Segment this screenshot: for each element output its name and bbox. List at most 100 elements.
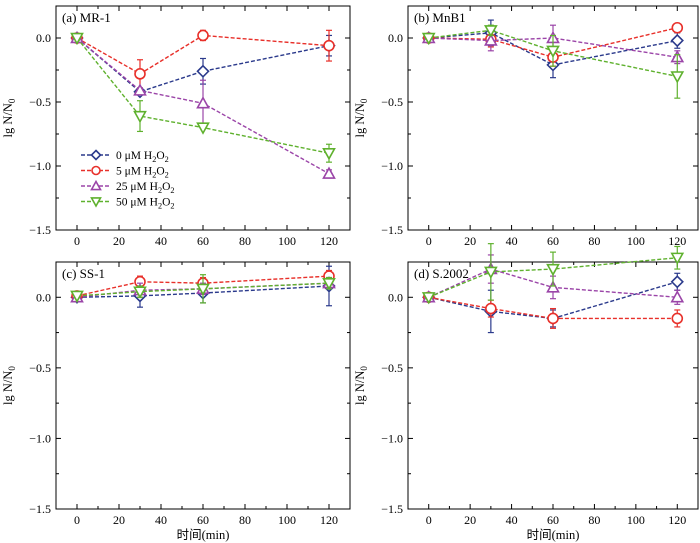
series-line xyxy=(76,37,330,154)
x-tick-label: 20 xyxy=(464,513,476,527)
data-point xyxy=(196,64,210,78)
data-point xyxy=(134,68,146,80)
data-point xyxy=(90,179,102,191)
data-point xyxy=(196,96,210,109)
data-point xyxy=(70,32,84,46)
y-tick-label: −1.0 xyxy=(381,159,403,173)
y-axis-title: lg N/N0 xyxy=(353,366,369,405)
series-line xyxy=(428,257,678,298)
y-axis-title-text: lg N/N0 xyxy=(353,98,369,137)
data-point xyxy=(671,312,684,325)
data-point xyxy=(133,286,147,299)
data-point xyxy=(323,39,335,52)
series-4 xyxy=(70,274,336,304)
x-tick-label: 60 xyxy=(197,234,209,248)
series-line xyxy=(76,34,330,75)
y-tick-label: −1.5 xyxy=(381,223,403,237)
data-point xyxy=(90,197,102,208)
series-4 xyxy=(70,32,336,163)
chart-panel-1: 0 20 40 60 80 100 120 0.0 −0.5 −1.0 −1.5 (a) MR-1 xyxy=(29,5,351,248)
y-tick-label: −1.5 xyxy=(29,223,51,237)
x-tick-label: 120 xyxy=(320,234,338,248)
data-point xyxy=(421,32,436,46)
data-point xyxy=(546,263,560,277)
y-axis-title-text: lg N/N0 xyxy=(1,366,17,405)
x-tick-label: 120 xyxy=(668,234,686,248)
data-point xyxy=(196,122,210,135)
data-point xyxy=(322,148,336,161)
series-4 xyxy=(421,24,685,99)
data-point xyxy=(485,302,497,315)
series-4 xyxy=(421,243,685,305)
x-tick-label: 120 xyxy=(668,513,686,527)
y-tick-label: −1.0 xyxy=(29,159,51,173)
data-point xyxy=(671,21,684,34)
x-tick-label: 0 xyxy=(426,513,432,527)
data-point xyxy=(133,83,147,96)
panel-label: (c) SS-1 xyxy=(62,266,105,281)
data-point xyxy=(322,277,336,291)
panel-label: (a) MR-1 xyxy=(62,10,111,25)
y-tick-label: −1.0 xyxy=(29,431,51,445)
x-tick-label: 20 xyxy=(464,234,476,248)
series-line xyxy=(428,32,678,66)
legend-label: 5 μM H2O2 xyxy=(116,166,169,180)
data-point xyxy=(670,71,685,84)
x-tick-label: 60 xyxy=(197,513,209,527)
data-point xyxy=(547,312,559,325)
data-point xyxy=(670,275,684,289)
data-point xyxy=(483,266,498,280)
series-line xyxy=(76,37,330,175)
series-line xyxy=(76,282,330,297)
x-tick-label: 60 xyxy=(547,513,559,527)
data-point xyxy=(90,149,102,161)
series-line xyxy=(428,268,678,298)
x-tick-label: 80 xyxy=(588,234,600,248)
series-3 xyxy=(70,30,336,179)
y-axis-title: lg N/N0 xyxy=(1,366,17,405)
legend-label: 0 μM H2O2 xyxy=(116,150,169,164)
x-tick-label: 0 xyxy=(426,234,432,248)
y-tick-label: −1.0 xyxy=(381,431,403,445)
y-tick-label: 0.0 xyxy=(36,31,51,45)
data-point xyxy=(421,292,436,305)
x-tick-label: 0 xyxy=(74,513,80,527)
y-tick-label: −0.5 xyxy=(29,95,51,109)
x-tick-label: 20 xyxy=(113,513,125,527)
data-point xyxy=(91,165,101,176)
x-tick-label: 80 xyxy=(239,513,251,527)
series-line xyxy=(76,285,330,298)
series-line xyxy=(428,37,678,58)
y-tick-label: 0.0 xyxy=(36,290,51,304)
y-axis-title-text: lg N/N0 xyxy=(353,366,369,405)
x-tick-label: 100 xyxy=(627,513,645,527)
series-line xyxy=(76,275,330,297)
y-axis-title: lg N/N0 xyxy=(1,98,17,137)
series-2 xyxy=(422,291,684,329)
x-tick-label: 0 xyxy=(74,234,80,248)
data-point xyxy=(70,290,84,304)
data-point xyxy=(133,110,147,124)
x-tick-label: 60 xyxy=(547,234,559,248)
data-point xyxy=(546,280,560,293)
x-tick-label: 120 xyxy=(320,513,338,527)
data-point xyxy=(196,283,210,296)
legend-label: 25 μM H2O2 xyxy=(116,181,175,195)
x-tick-label: 20 xyxy=(113,234,125,248)
x-tick-label: 100 xyxy=(627,234,645,248)
x-tick-label: 100 xyxy=(278,513,296,527)
data-point xyxy=(483,25,498,38)
x-tick-label: 40 xyxy=(155,234,167,248)
x-tick-label: 40 xyxy=(155,513,167,527)
data-point xyxy=(670,252,685,265)
y-tick-label: −0.5 xyxy=(381,95,403,109)
x-tick-label: 80 xyxy=(239,234,251,248)
series-line xyxy=(428,29,678,78)
y-axis-title: lg N/N0 xyxy=(353,98,369,137)
x-tick-label: 40 xyxy=(506,234,518,248)
data-point xyxy=(670,290,685,303)
x-tick-label: 100 xyxy=(278,234,296,248)
series-line xyxy=(428,281,678,320)
data-point xyxy=(483,33,498,46)
